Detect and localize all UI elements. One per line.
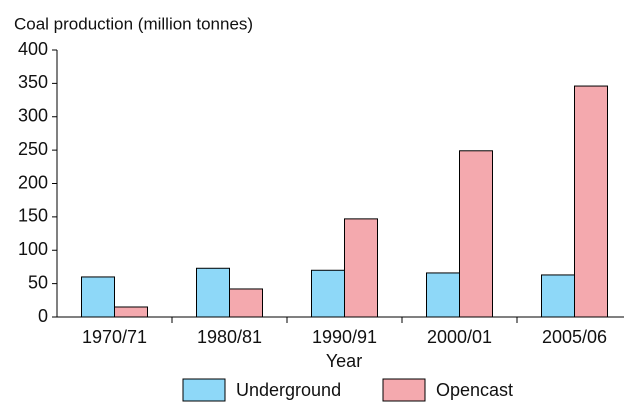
bar [541, 274, 575, 318]
y-tick-label: 400 [18, 39, 48, 59]
y-tick-label: 200 [18, 172, 48, 192]
y-tick-label: 300 [18, 106, 48, 126]
legend-swatch [182, 378, 226, 402]
bar [426, 272, 460, 318]
x-tick-label: 2000/01 [427, 327, 492, 347]
bar [196, 267, 230, 318]
x-axis-label: Year [326, 351, 362, 371]
y-tick-label: 50 [28, 272, 48, 292]
legend-label: Opencast [436, 380, 513, 400]
y-tick-label: 350 [18, 72, 48, 92]
legend-label: Underground [236, 380, 341, 400]
y-tick-label: 100 [18, 239, 48, 259]
bar [344, 218, 378, 318]
x-tick-label: 2005/06 [542, 327, 607, 347]
bar [114, 306, 148, 318]
x-tick-label: 1970/71 [82, 327, 147, 347]
bar [459, 150, 493, 318]
x-tick-label: 1990/91 [312, 327, 377, 347]
bar [81, 276, 115, 318]
bar [574, 85, 608, 318]
y-tick-label: 150 [18, 206, 48, 226]
legend-swatch [382, 378, 426, 402]
y-tick-label: 0 [38, 306, 48, 326]
y-tick-label: 250 [18, 139, 48, 159]
x-tick-label: 1980/81 [197, 327, 262, 347]
bar [229, 288, 263, 318]
chart-title: Coal production (million tonnes) [14, 14, 253, 33]
bar [311, 269, 345, 318]
